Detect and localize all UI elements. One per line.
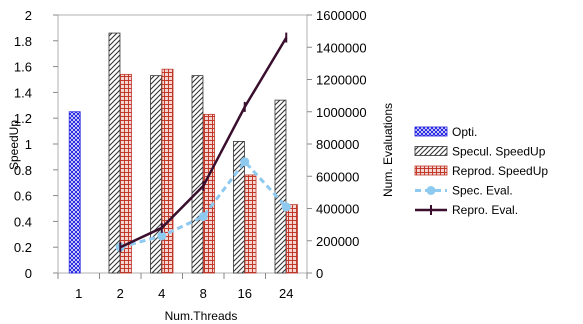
bar-reprod-speedup — [286, 204, 298, 274]
y2-tick-label: 1600000 — [316, 8, 367, 23]
plot-area — [57, 14, 308, 274]
legend-label: Repro. Eval. — [452, 203, 518, 217]
y2-tick-label: 0 — [316, 266, 323, 281]
point-spec-eval — [281, 202, 291, 212]
x-tick-label: 24 — [279, 286, 293, 301]
x-tick-label: 1 — [75, 286, 82, 301]
legend-label: Reprod. SpeedUp — [452, 164, 548, 178]
legend-label: Specul. SpeedUp — [452, 145, 546, 159]
y2-tick-label: 400000 — [316, 202, 359, 217]
legend-label: Spec. Eval. — [452, 184, 513, 198]
y-tick-label: 2 — [25, 8, 32, 23]
y-tick-label: 1.8 — [14, 34, 32, 49]
bar-reprod-speedup — [244, 174, 257, 274]
y-tick-label: 0 — [25, 266, 32, 281]
bar-opti — [68, 111, 81, 274]
y-tick-label: 1.2 — [14, 111, 32, 126]
x-tick-label: 16 — [238, 286, 252, 301]
x-tick-label: 2 — [117, 286, 124, 301]
legend-marker-spec-eval — [426, 186, 436, 195]
y-tick-label: 0.8 — [14, 163, 32, 178]
legend: Opti. Specul. SpeedUp Reprod. SpeedUp Spec.… — [414, 125, 548, 217]
y2-axis-title: Num. Evaluations — [381, 103, 395, 197]
bar-specul-speedup — [233, 141, 245, 274]
legend-swatch-opti — [414, 126, 448, 137]
y-tick-label: 1.4 — [14, 85, 32, 100]
y-axis-title: SpeedUp — [7, 120, 21, 170]
bar-specul-speedup — [108, 32, 121, 274]
y-tick-label: 0.4 — [14, 214, 32, 229]
series-lines — [115, 32, 291, 253]
bar-specul-speedup — [191, 75, 204, 274]
point-spec-eval — [157, 231, 167, 241]
x-tick-label: 8 — [200, 286, 207, 301]
x-axis-title: Num.Threads — [165, 309, 238, 323]
legend-swatch-specul-speedup — [414, 146, 448, 156]
y2-tick-label: 800000 — [316, 137, 359, 152]
bars — [68, 32, 298, 274]
axes: 0 0.2 0.4 0.6 0.8 1 1.2 1.4 1.6 1.8 2 0 200000 400000… — [14, 8, 367, 301]
plot-border — [57, 14, 308, 274]
y-tick-label: 1 — [25, 137, 32, 152]
point-spec-eval — [198, 212, 208, 222]
y2-tick-label: 200000 — [316, 234, 359, 249]
y2-tick-label: 1400000 — [316, 40, 367, 55]
legend-label: Opti. — [452, 125, 477, 139]
bar-reprod-speedup — [120, 73, 132, 274]
point-spec-eval — [240, 157, 250, 167]
bar-reprod-speedup — [161, 68, 174, 274]
x-tick-label: 4 — [158, 286, 165, 301]
y-tick-label: 0.2 — [14, 240, 32, 255]
bar-reprod-speedup — [203, 113, 215, 274]
y2-tick-label: 1000000 — [316, 105, 367, 120]
y-tick-label: 0.6 — [14, 189, 32, 204]
y2-tick-label: 600000 — [316, 169, 359, 184]
y-tick-label: 1.6 — [14, 60, 32, 75]
y2-tick-label: 1200000 — [316, 73, 367, 88]
legend-swatch-reprod-speedup — [414, 165, 448, 176]
bar-specul-speedup — [150, 75, 162, 274]
bar-specul-speedup — [274, 99, 287, 274]
